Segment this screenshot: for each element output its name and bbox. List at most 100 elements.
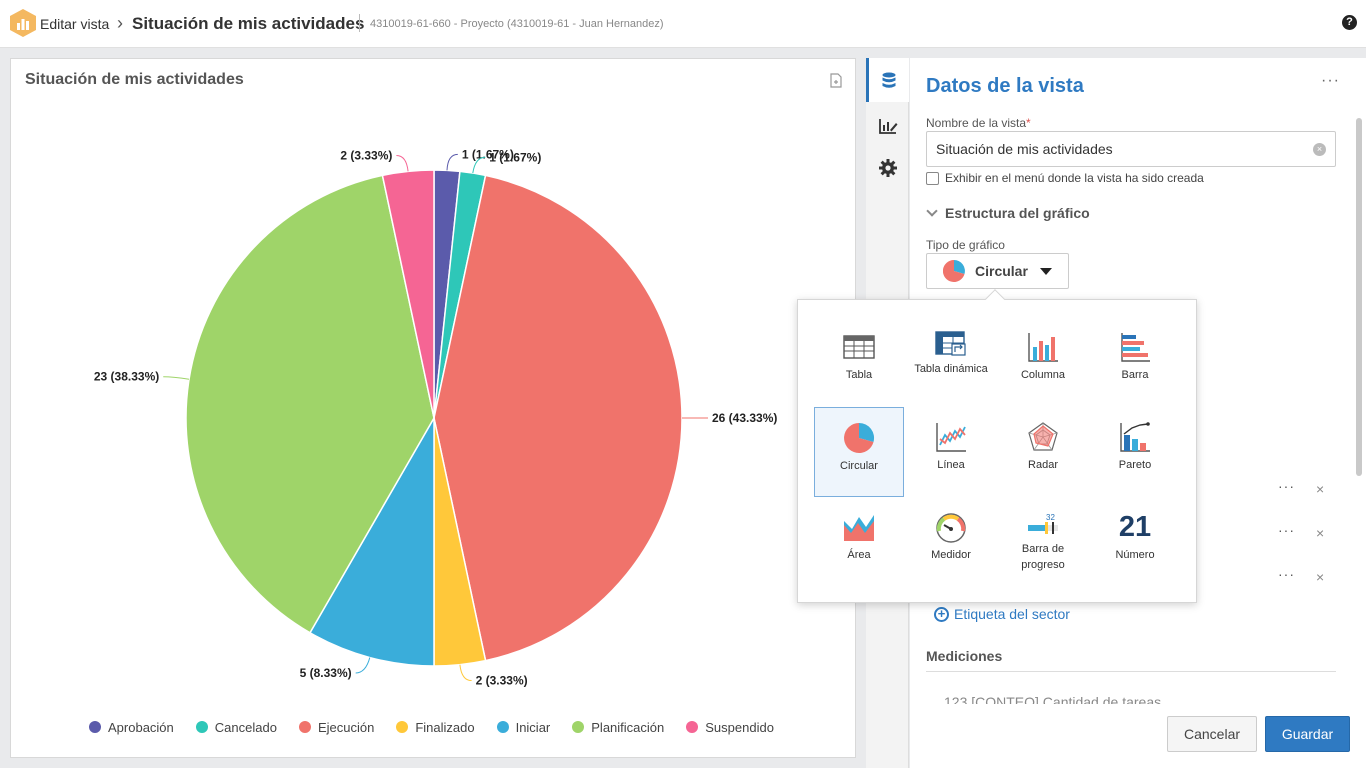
project-subtitle: 4310019-61-660 - Proyecto (4310019-61 - … [370, 18, 664, 30]
gear-icon [878, 159, 897, 177]
radar-chart-icon [1028, 422, 1058, 451]
sector-row-remove-icon[interactable]: × [1316, 481, 1325, 497]
chart-type-label: Barra [1121, 369, 1149, 381]
breadcrumb-edit-view[interactable]: Editar vista [40, 16, 110, 32]
pie-chart-icon [844, 422, 875, 453]
chart-type-label: Columna [1020, 369, 1066, 381]
legend-dot [89, 721, 101, 733]
top-bar: Editar vista › Situación de mis activida… [0, 0, 1366, 48]
app-logo-icon[interactable] [9, 8, 37, 38]
database-icon [882, 72, 896, 88]
legend-label: Planificación [591, 719, 665, 735]
pareto-chart-icon [1120, 422, 1150, 452]
chart-type-label: Radar [1028, 459, 1058, 471]
legend-label: Iniciar [515, 719, 551, 735]
panel-more-icon[interactable]: ··· [1321, 72, 1340, 89]
pie-leader-line [446, 153, 458, 171]
save-button[interactable]: Guardar [1265, 716, 1350, 752]
clear-input-icon[interactable]: × [1313, 143, 1326, 156]
chart-type-option-pareto[interactable]: Pareto [1090, 407, 1180, 497]
panel-title: Datos de la vista [926, 75, 1084, 97]
legend-item[interactable]: Suspendido [686, 718, 774, 736]
legend-item[interactable]: Cancelado [195, 718, 277, 736]
sector-row-more-icon[interactable]: ··· [1278, 566, 1295, 582]
chart-type-option-tabla-dinamica[interactable]: Tabla dinámica [906, 317, 996, 407]
chart-structure-heading: Estructura del gráfico [945, 205, 1090, 221]
area-chart-icon [844, 515, 874, 541]
chart-type-option-radar[interactable]: Radar [998, 407, 1088, 497]
column-chart-icon [1028, 333, 1058, 362]
pie-data-label: 23 (38.33%) [94, 370, 159, 384]
measure-item[interactable]: 123 [CONTEO] Cantidad de tareas [944, 694, 1162, 704]
chart-type-option-area[interactable]: Área [814, 497, 904, 587]
export-icon[interactable] [830, 73, 842, 88]
pie-data-label: 2 (3.33%) [340, 148, 392, 162]
legend-label: Cancelado [214, 719, 277, 735]
chevron-down-icon [926, 205, 938, 217]
pie-leader-line [355, 657, 371, 674]
pie-data-label: 2 (3.33%) [476, 674, 528, 688]
pie-chart: 1 (1.67%)1 (1.67%) 26 (43.33%) 2 (3.33%) 5 … [94, 147, 778, 688]
chart-type-option-columna[interactable]: Columna [998, 317, 1088, 407]
table-icon [843, 335, 875, 359]
chart-legend: Aprobación Cancelado Ejecución Finalizado In… [89, 718, 774, 736]
chart-type-dropdown[interactable]: Circular [926, 253, 1069, 289]
tab-settings[interactable] [866, 146, 909, 190]
legend-item[interactable]: Finalizado [396, 718, 475, 736]
pie-slice-ejecución[interactable] [433, 174, 683, 662]
chart-type-option-linea[interactable]: Línea [906, 407, 996, 497]
legend-item[interactable]: Ejecución [298, 718, 374, 736]
panel-scrollbar[interactable] [1356, 118, 1362, 476]
pivot-table-icon [935, 331, 966, 356]
chart-structure-toggle[interactable]: Estructura del gráfico [926, 205, 1090, 221]
add-sector-label-text: Etiqueta del sector [954, 606, 1070, 622]
caret-down-icon [1039, 267, 1052, 275]
pie-data-label: 26 (43.33%) [712, 411, 777, 425]
pie-slice-iniciar[interactable] [308, 415, 435, 667]
chart-type-option-barra[interactable]: Barra [1090, 317, 1180, 407]
chart-type-label: Barra de progreso [1021, 543, 1065, 571]
legend-dot [572, 721, 585, 733]
legend-item[interactable]: Aprobación [89, 718, 174, 736]
legend-dot [298, 721, 311, 733]
pie-leader-line [396, 154, 409, 172]
chart-type-option-tabla[interactable]: Tabla [814, 317, 904, 407]
legend-item[interactable]: Iniciar [496, 718, 551, 736]
chart-type-popover: Tabla Tabla dinámica Columna [797, 289, 1197, 603]
sector-row-remove-icon[interactable]: × [1316, 569, 1325, 585]
view-name-input[interactable]: Situación de mis actividades × [926, 131, 1336, 167]
chart-type-label: Circular [840, 460, 878, 472]
add-sector-label-link[interactable]: + Etiqueta del sector [934, 606, 1070, 622]
show-in-menu-option[interactable]: Exhibir en el menú donde la vista ha sid… [926, 171, 1204, 185]
tab-data[interactable] [866, 58, 909, 102]
progress-bar-icon-value: 32 [1046, 513, 1055, 522]
chart-type-label: Área [847, 549, 871, 561]
sector-row-more-icon[interactable]: ··· [1278, 478, 1295, 494]
chart-type-option-barra-progreso[interactable]: 32 Barra de progreso [998, 497, 1088, 587]
view-name-label: Nombre de la vista* [926, 116, 1031, 130]
chart-type-option-medidor[interactable]: Medidor [906, 497, 996, 587]
breadcrumb-separator-icon: › [117, 13, 123, 33]
cancel-button[interactable]: Cancelar [1167, 716, 1257, 752]
legend-label: Aprobación [108, 719, 174, 735]
sector-row-more-icon[interactable]: ··· [1278, 522, 1295, 538]
show-in-menu-checkbox[interactable] [926, 171, 939, 185]
chart-edit-icon [878, 119, 897, 134]
add-circle-icon: + [934, 606, 949, 622]
chart-type-option-numero[interactable]: 21 Número [1090, 497, 1180, 587]
chart-type-label: Medidor [931, 549, 971, 561]
sector-row-remove-icon[interactable]: × [1316, 525, 1325, 541]
chart-type-label: Línea [937, 459, 965, 471]
measures-divider [926, 671, 1336, 672]
chart-type-label: Pareto [1118, 459, 1152, 471]
line-chart-icon [936, 423, 966, 452]
legend-dot [396, 721, 409, 733]
legend-dot [496, 721, 509, 733]
number-icon: 21 [1118, 511, 1152, 543]
tab-chart-style[interactable] [866, 104, 909, 148]
show-in-menu-label: Exhibir en el menú donde la vista ha sid… [945, 171, 1204, 185]
chart-preview-card: Situación de mis actividades 1 (1.67%) 1 … [10, 58, 856, 758]
legend-item[interactable]: Planificación [572, 718, 664, 736]
help-icon[interactable]: ? [1342, 15, 1357, 30]
chart-type-option-circular[interactable]: Circular [814, 407, 904, 497]
